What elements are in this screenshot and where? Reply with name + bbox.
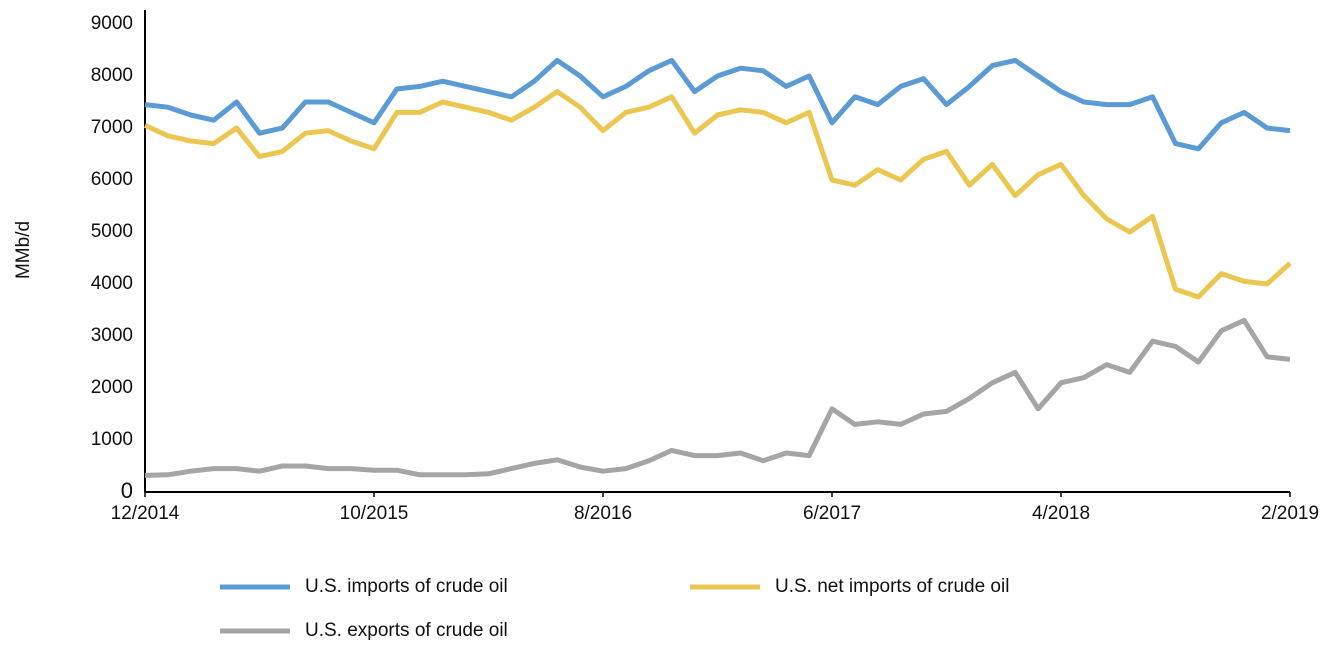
series-line xyxy=(144,57,1291,152)
series-line xyxy=(143,89,1292,300)
y-tick-label: 7000 xyxy=(91,117,133,138)
y-tick-label: 9000 xyxy=(91,13,133,34)
x-tick-label: 8/2016 xyxy=(574,503,632,524)
y-tick-label: 0 xyxy=(121,478,133,503)
legend-label: U.S. net imports of crude oil xyxy=(775,576,1009,597)
y-tick-label: 5000 xyxy=(91,221,133,242)
x-tick-label: 6/2017 xyxy=(803,503,861,524)
y-tick-label: 6000 xyxy=(91,169,133,190)
y-tick-label: 1000 xyxy=(91,429,133,450)
x-tick-label: 4/2018 xyxy=(1032,503,1090,524)
y-tick-label: 2000 xyxy=(91,377,133,398)
y-tick-label: 3000 xyxy=(91,325,133,346)
x-tick-label: 12/2014 xyxy=(111,503,180,524)
series-line xyxy=(144,317,1291,478)
y-tick-label: 8000 xyxy=(91,65,133,86)
x-tick-label: 2/2019 xyxy=(1261,503,1319,524)
y-axis-label: MMb/d xyxy=(13,221,34,279)
legend-label: U.S. exports of crude oil xyxy=(305,620,508,641)
legend-label: U.S. imports of crude oil xyxy=(305,576,508,597)
x-tick-label: 10/2015 xyxy=(340,503,409,524)
y-tick-label: 4000 xyxy=(91,273,133,294)
